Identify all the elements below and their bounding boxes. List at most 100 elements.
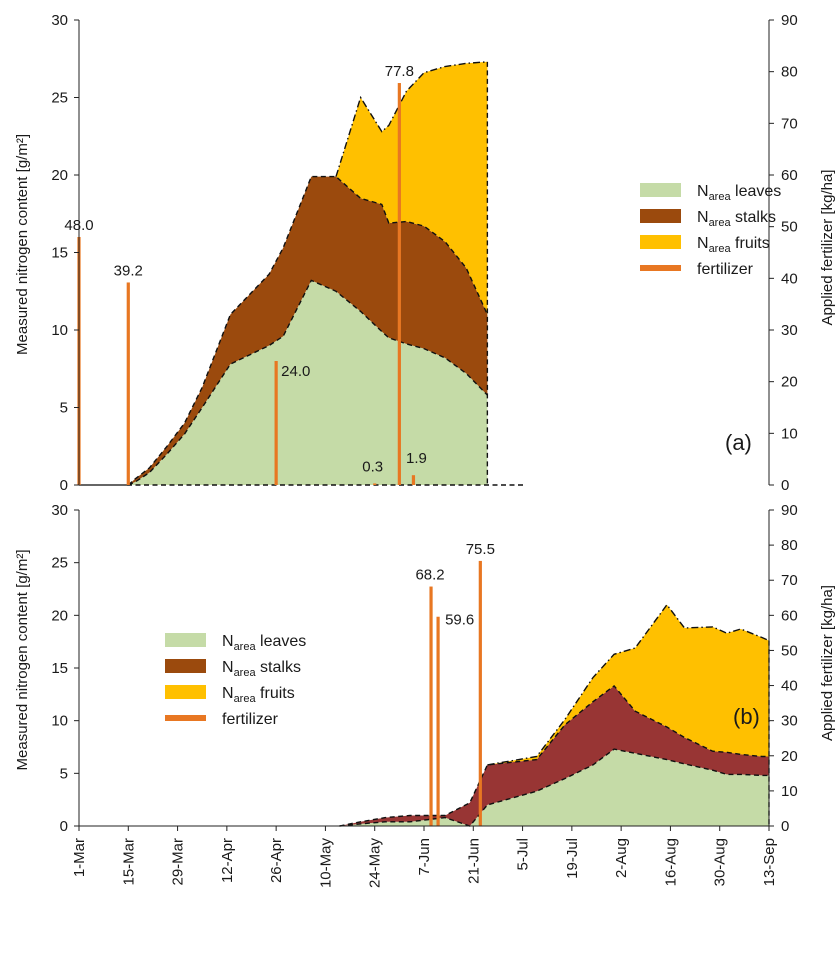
right-tick-label: 30: [781, 713, 798, 730]
right-tick-label: 40: [781, 270, 798, 287]
x-tick-label: 15-Mar: [120, 838, 137, 886]
boundary-leaves: [339, 748, 769, 827]
x-tick-label: 12-Apr: [219, 838, 236, 883]
left-tick-label: 15: [51, 245, 68, 262]
right-tick-label: 90: [781, 12, 798, 29]
left-tick-label: 5: [60, 765, 68, 782]
fertilizer-bar: [411, 475, 416, 485]
fertilizer-bar: [478, 560, 482, 826]
left-tick-label: 15: [51, 660, 68, 677]
panel-label: (b): [733, 704, 760, 729]
area-leaves: [339, 749, 769, 826]
legend-label: Narea fruits: [697, 235, 770, 255]
boundary-stalks: [339, 684, 769, 827]
left-tick-label: 20: [51, 167, 68, 184]
legend-swatch: [640, 183, 681, 197]
area-fruits: [128, 61, 488, 486]
x-tick-label: 7-Jun: [416, 838, 433, 876]
area-stalks: [339, 685, 769, 826]
x-tick-label: 24-May: [367, 838, 384, 889]
right-tick-label: 50: [781, 642, 798, 659]
fertilizer-bar: [436, 616, 440, 826]
left-tick-label: 10: [51, 713, 68, 730]
fertilizer-data-label: 75.5: [466, 541, 495, 558]
right-tick-label: 30: [781, 322, 798, 339]
x-tick-label: 26-Apr: [268, 838, 285, 883]
right-tick-label: 80: [781, 64, 798, 81]
panel-label: (a): [725, 430, 752, 455]
right-tick-label: 50: [781, 219, 798, 236]
legend-label: Narea stalks: [697, 209, 776, 229]
left-axis-title: Measured nitrogen content [g/m²]: [14, 134, 31, 355]
left-tick-label: 0: [60, 818, 68, 835]
chart-panel-b: 68.2 59.6 75.5 0 5 10 15 20 25 30 0 10 20 30 40 50 60 70 8…: [14, 502, 836, 888]
fertilizer-bar: [429, 586, 433, 826]
legend-label: Narea stalks: [222, 659, 301, 679]
legend-swatch: [165, 715, 206, 721]
legend: Narea leaves Narea stalks Narea fruits fert…: [165, 633, 306, 728]
legend-swatch: [640, 209, 681, 223]
x-tick-label: 2-Aug: [613, 838, 630, 878]
fertilizer-data-label: 0.3: [362, 458, 383, 475]
right-tick-label: 40: [781, 678, 798, 695]
right-tick-label: 60: [781, 607, 798, 624]
left-tick-label: 20: [51, 607, 68, 624]
left-axis-title: Measured nitrogen content [g/m²]: [14, 550, 31, 771]
legend: Narea leaves Narea stalks Narea fruits fert…: [640, 183, 781, 278]
right-tick-label: 90: [781, 502, 798, 519]
fertilizer-data-label: 24.0: [281, 363, 310, 380]
x-tick-label: 10-May: [317, 838, 334, 889]
x-tick-label: 16-Aug: [662, 838, 679, 886]
left-tick-label: 25: [51, 90, 68, 107]
left-tick-label: 30: [51, 502, 68, 519]
fertilizer-bar: [397, 83, 401, 486]
fertilizer-bar: [126, 282, 130, 485]
right-tick-label: 70: [781, 572, 798, 589]
legend-label: Narea leaves: [222, 633, 306, 653]
left-tick-label: 30: [51, 12, 68, 29]
chart-panel-a: 48.039.224.00.377.81.9051015202530010203…: [14, 12, 836, 494]
x-tick-label: 13-Sep: [761, 838, 778, 886]
legend-label: Narea fruits: [222, 685, 295, 705]
right-tick-label: 10: [781, 783, 798, 800]
legend-swatch: [640, 265, 681, 271]
legend-swatch: [165, 685, 206, 699]
area-leaves: [128, 280, 488, 485]
fertilizer-data-label: 39.2: [114, 262, 143, 279]
area-stalks: [128, 176, 488, 485]
boundary-leaves: [128, 279, 488, 486]
right-tick-label: 20: [781, 748, 798, 765]
left-tick-label: 0: [60, 477, 68, 494]
fertilizer-bar: [373, 483, 377, 485]
right-tick-label: 0: [781, 477, 789, 494]
legend-label: Narea leaves: [697, 183, 781, 203]
boundary-fruits: [335, 61, 488, 177]
right-tick-label: 20: [781, 374, 798, 391]
right-tick-label: 10: [781, 425, 798, 442]
fertilizer-data-label: 68.2: [415, 567, 444, 584]
fertilizer-bar: [274, 361, 278, 485]
legend-label: fertilizer: [697, 261, 754, 278]
right-tick-label: 60: [781, 167, 798, 184]
legend-swatch: [165, 659, 206, 673]
area-fruits: [339, 604, 769, 826]
x-tick-label: 1-Mar: [71, 838, 88, 877]
x-tick-label: 21-Jun: [465, 838, 482, 884]
legend-swatch: [165, 633, 206, 647]
right-tick-label: 70: [781, 115, 798, 132]
fertilizer-data-label: 59.6: [445, 612, 474, 629]
x-tick-label: 30-Aug: [712, 838, 729, 886]
legend-swatch: [640, 235, 681, 249]
right-axis-title: Applied fertilizer [kg/ha]: [819, 585, 836, 741]
x-tick-label: 5-Jul: [515, 838, 532, 871]
right-tick-label: 80: [781, 537, 798, 554]
left-tick-label: 25: [51, 555, 68, 572]
legend-label: fertilizer: [222, 711, 279, 728]
x-tick-label: 19-Jul: [564, 838, 581, 879]
left-tick-label: 5: [60, 400, 68, 417]
x-tick-label: 29-Mar: [170, 838, 187, 886]
right-axis-title: Applied fertilizer [kg/ha]: [819, 170, 836, 326]
right-tick-label: 0: [781, 818, 789, 835]
left-tick-label: 10: [51, 322, 68, 339]
